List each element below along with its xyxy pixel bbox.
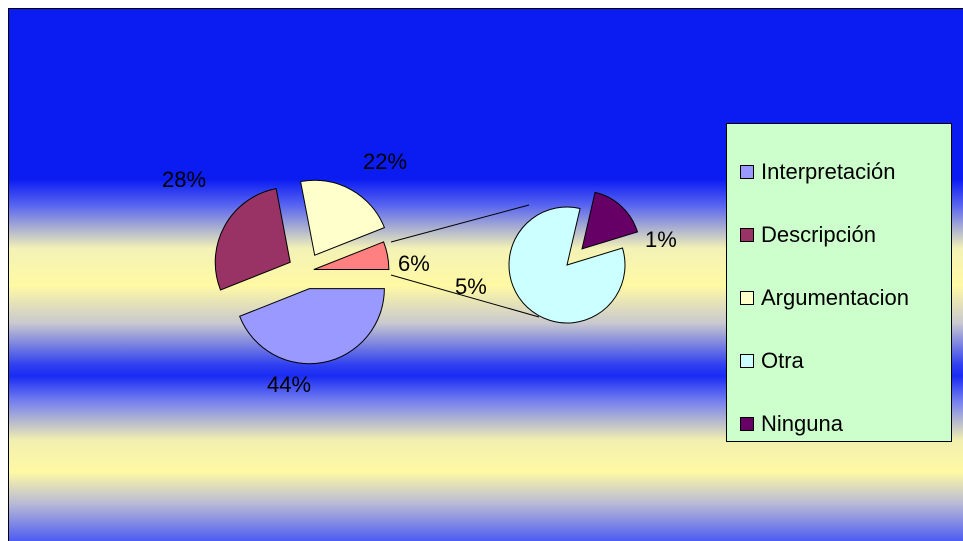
pie-slice-ninguna: [581, 191, 639, 250]
legend-item-otra: Otra: [727, 329, 951, 392]
legend-item-descripcion: Descripción: [727, 203, 951, 266]
legend-label: Interpretación: [761, 158, 896, 184]
data-label-otros: 6%: [398, 251, 430, 276]
pie-slice-argumentacion: [300, 179, 386, 256]
pie-slice-interpretacion: [238, 288, 385, 365]
legend-label: Descripción: [761, 221, 876, 247]
data-label-argumentacion: 22%: [363, 149, 407, 174]
chart-area: 44% 28% 22% 6% 5% 1% Interpretación Desc…: [8, 8, 963, 541]
pie-of-pie-chart: 44% 28% 22% 6% 5% 1%: [162, 149, 677, 397]
connector-line-bottom: [390, 274, 540, 318]
legend-item-ninguna: Ninguna: [727, 392, 951, 455]
connector-line-top: [390, 204, 530, 243]
pie-slice-otros: [313, 241, 390, 271]
pie-slice-descripcion: [214, 188, 291, 291]
legend-swatch: [740, 227, 754, 242]
legend-swatch: [740, 290, 754, 305]
legend-label: Otra: [761, 347, 804, 373]
data-label-interpretacion: 44%: [267, 372, 311, 397]
data-label-descripcion: 28%: [162, 167, 206, 192]
pie-slice-otra: [508, 206, 626, 324]
legend-swatch: [740, 416, 754, 431]
legend-item-argumentacion: Argumentacion: [727, 266, 951, 329]
data-label-otra: 5%: [455, 274, 487, 299]
data-label-ninguna: 1%: [645, 227, 677, 252]
legend-label: Argumentacion: [761, 284, 909, 310]
legend-item-interpretacion: Interpretación: [727, 140, 951, 203]
chart-legend: Interpretación Descripción Argumentacion…: [726, 123, 952, 442]
legend-swatch: [740, 353, 754, 368]
legend-label: Ninguna: [761, 410, 843, 436]
legend-swatch: [740, 164, 754, 179]
